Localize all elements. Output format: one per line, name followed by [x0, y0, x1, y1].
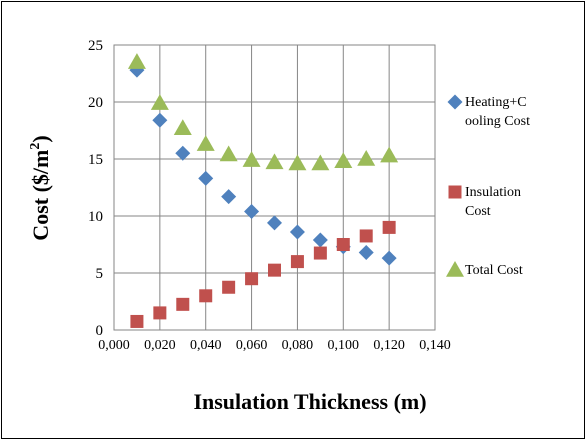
x-tick-label: 0,020: [144, 338, 176, 353]
triangle-point: [173, 119, 192, 135]
y-axis-title-sup: 2: [28, 143, 43, 150]
triangle-point: [334, 152, 353, 169]
square-point: [222, 280, 236, 294]
y-tick-label: 10: [88, 209, 103, 225]
legend: Heating+C ooling Cost Insulation Cost Total …: [446, 94, 530, 278]
diamond-point: [312, 232, 328, 248]
x-tick-label: 0,040: [190, 338, 222, 353]
x-axis-title: Insulation Thickness (m): [193, 389, 426, 414]
triangle-point: [288, 154, 307, 171]
axes: [113, 44, 436, 331]
x-tick-label: 0,060: [236, 338, 268, 353]
triangle-point: [380, 146, 399, 163]
legend-label: Total Cost: [465, 263, 523, 278]
legend-label: Insulation: [465, 185, 521, 200]
x-tick-label: 0,120: [373, 338, 405, 353]
square-point: [130, 314, 144, 328]
diamond-point: [244, 203, 260, 219]
y-tick-label: 5: [96, 266, 104, 282]
square-point: [176, 297, 190, 311]
y-axis-title-main: Cost ($/m: [28, 150, 53, 241]
x-tick-label: 0,100: [328, 338, 360, 353]
legend-label: ooling Cost: [465, 114, 530, 129]
square-point: [359, 229, 373, 243]
diamond-point: [152, 112, 168, 128]
y-tick-label: 0: [96, 323, 104, 339]
x-tick-labels: 0,000 0,020 0,040 0,060 0,080 0,100 0,120 0,140: [98, 338, 451, 353]
diamond-point: [381, 250, 397, 266]
triangle-point: [196, 135, 215, 151]
square-point: [336, 238, 350, 251]
legend-square-marker: [448, 185, 462, 199]
square-point: [290, 255, 304, 269]
diamond-point: [198, 170, 214, 186]
diamond-point: [221, 189, 237, 205]
square-point: [153, 306, 167, 320]
legend-diamond-marker: [447, 94, 463, 110]
y-tick-labels: 0 5 10 15 20 25: [88, 38, 103, 339]
y-axis-title-end: ): [28, 135, 53, 142]
triangle-point: [242, 151, 261, 167]
triangle-point: [311, 154, 330, 171]
legend-label: Heating+C: [465, 95, 527, 110]
x-tick-label: 0,140: [419, 338, 451, 353]
square-point: [268, 263, 281, 277]
x-tick-label: 0,000: [98, 338, 130, 353]
data-markers: [127, 53, 399, 328]
y-tick-label: 20: [88, 95, 103, 111]
triangle-point: [265, 153, 284, 170]
legend-triangle-marker: [446, 261, 464, 277]
y-tick-label: 15: [88, 152, 103, 168]
square-point: [245, 272, 259, 286]
square-point: [313, 246, 327, 260]
diamond-point: [289, 224, 305, 240]
triangle-point: [127, 53, 146, 69]
plot-area-border: [113, 44, 436, 331]
triangle-point: [150, 94, 169, 110]
legend-label: Cost: [465, 204, 491, 219]
y-axis-title: Cost ($/m2): [28, 135, 53, 240]
diamond-point: [267, 215, 282, 231]
square-point: [382, 220, 396, 234]
x-tick-label: 0,080: [282, 338, 314, 353]
triangle-point: [357, 150, 376, 166]
triangle-point: [219, 145, 238, 162]
diamond-point: [175, 145, 191, 161]
gridlines: [113, 44, 436, 331]
square-point: [199, 289, 213, 303]
y-tick-label: 25: [88, 38, 103, 54]
diamond-point: [358, 244, 374, 260]
